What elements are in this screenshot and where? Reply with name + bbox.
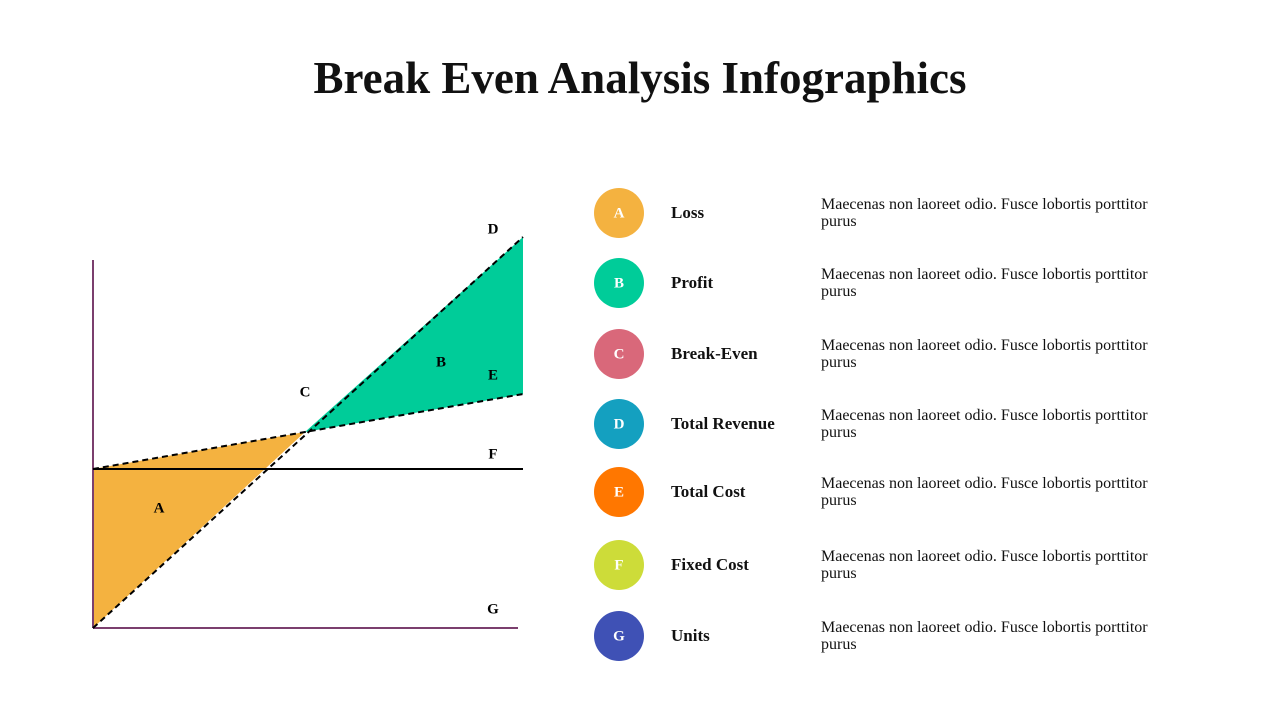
item-description: Maecenas non laoreet odio. Fusce loborti… [821, 548, 1148, 582]
legend-circle [594, 399, 644, 449]
legend-circle [594, 540, 644, 590]
legend-letter: F [614, 557, 623, 573]
total-cost-line [92, 393, 524, 470]
item-name: Total Cost [671, 482, 746, 501]
item-description: Maecenas non laoreet odio. Fusce loborti… [821, 337, 1148, 371]
profit-area [305, 237, 523, 432]
item-description: Maecenas non laoreet odio. Fusce loborti… [821, 266, 1148, 300]
diagram-label: E [488, 367, 498, 383]
item-name: Loss [671, 203, 705, 222]
diagram-label: A [154, 500, 165, 516]
item-description: Maecenas non laoreet odio. Fusce loborti… [821, 619, 1148, 653]
item-name: Break-Even [671, 344, 758, 363]
legend-letter: E [614, 484, 624, 500]
legend-circle [594, 611, 644, 661]
diagram-label: F [488, 446, 497, 462]
revenue-line [92, 236, 524, 629]
title: Break Even Analysis Infographics [313, 53, 967, 103]
legend-letter: A [614, 205, 625, 221]
legend-circle [594, 188, 644, 238]
diagram-label: B [436, 354, 446, 370]
item-name: Fixed Cost [671, 555, 749, 574]
item-name: Profit [671, 273, 714, 292]
diagram-label: C [300, 384, 311, 400]
legend-letter: G [613, 628, 625, 644]
item-description: Maecenas non laoreet odio. Fusce loborti… [821, 407, 1148, 441]
item-description: Maecenas non laoreet odio. Fusce loborti… [821, 196, 1148, 230]
diagram-label: G [487, 601, 499, 617]
item-name: Units [671, 626, 710, 645]
legend-letter: D [614, 416, 625, 432]
legend-circle [594, 329, 644, 379]
legend-circle [594, 467, 644, 517]
item-description: Maecenas non laoreet odio. Fusce loborti… [821, 475, 1148, 509]
diagram-label: D [488, 221, 499, 237]
legend-letter: C [614, 346, 625, 362]
item-name: Total Revenue [671, 414, 775, 433]
legend-circle [594, 258, 644, 308]
legend-letter: B [614, 275, 624, 291]
